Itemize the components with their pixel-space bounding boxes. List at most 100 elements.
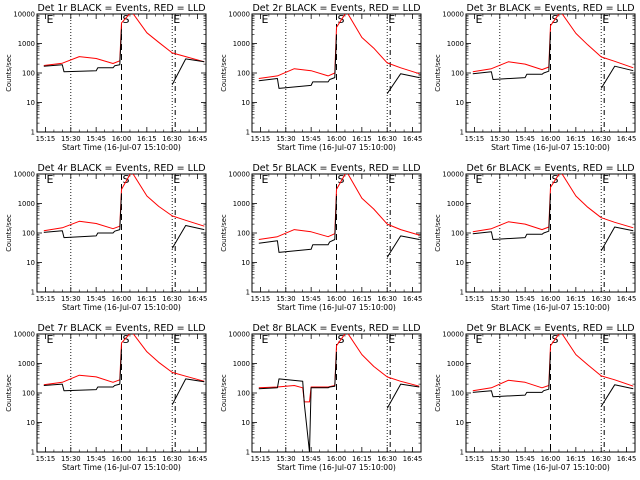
x-tick-label: 16:30 bbox=[591, 455, 611, 463]
x-tick-label: 15:15 bbox=[251, 455, 271, 463]
series-group bbox=[43, 14, 205, 85]
y-axis-label: Counts/sec bbox=[220, 54, 228, 92]
lld-series-line bbox=[258, 174, 420, 240]
panel-1: Det 1r BLACK = Events, RED = LLD 1 10 100 10… bbox=[5, 3, 207, 152]
x-tick-label: 16:15 bbox=[352, 455, 372, 463]
panel-title: Det 9r BLACK = Events, RED = LLD bbox=[466, 323, 634, 334]
x-tick-label: 16:00 bbox=[541, 295, 561, 303]
event-marker-s: S bbox=[123, 173, 130, 186]
x-tick-label: 15:45 bbox=[86, 135, 106, 143]
y-tick-label: 1 bbox=[31, 128, 35, 136]
panel-5: Det 5r BLACK = Events, RED = LLD 1 10 100 10… bbox=[220, 163, 422, 312]
x-tick-label: 16:15 bbox=[566, 135, 586, 143]
y-tick-label: 1 bbox=[31, 288, 35, 296]
event-marker-e: E bbox=[173, 333, 180, 346]
y-tick-label: 1000 bbox=[18, 200, 35, 208]
x-axis-label: Start Time (16-Jul-07 15:10:00) bbox=[62, 143, 181, 152]
x-tick-label: 15:45 bbox=[86, 295, 106, 303]
y-tick-label: 1000 bbox=[447, 360, 464, 368]
y-tick-label: 10000 bbox=[442, 10, 464, 18]
series-group bbox=[258, 334, 420, 452]
y-tick-label: 1 bbox=[460, 448, 464, 456]
y-tick-label: 10 bbox=[455, 99, 464, 107]
events-series-line bbox=[43, 29, 205, 85]
x-tick-label: 16:45 bbox=[617, 135, 637, 143]
x-tick-label: 15:30 bbox=[276, 295, 296, 303]
x-tick-label: 15:15 bbox=[465, 135, 485, 143]
y-axis-label: Counts/sec bbox=[434, 214, 442, 252]
event-marker-e: E bbox=[261, 333, 268, 346]
panel-8: Det 8r BLACK = Events, RED = LLD 1 10 100 10… bbox=[220, 323, 422, 472]
x-tick-label: 16:45 bbox=[617, 455, 637, 463]
y-tick-label: 10 bbox=[26, 99, 35, 107]
panel-6: Det 6r BLACK = Events, RED = LLD 1 10 100 10… bbox=[434, 163, 636, 312]
y-tick-label: 1 bbox=[460, 128, 464, 136]
lld-series-line bbox=[258, 334, 420, 403]
y-tick-label: 10 bbox=[241, 419, 250, 427]
x-tick-label: 16:30 bbox=[591, 295, 611, 303]
event-marker-s: S bbox=[338, 173, 345, 186]
x-tick-label: 16:45 bbox=[403, 295, 423, 303]
x-tick-label: 16:45 bbox=[188, 455, 208, 463]
x-tick-label: 15:30 bbox=[490, 455, 510, 463]
x-tick-label: 16:15 bbox=[137, 295, 157, 303]
x-tick-label: 16:30 bbox=[377, 455, 397, 463]
y-tick-label: 100 bbox=[237, 69, 250, 77]
events-series-line bbox=[258, 351, 420, 452]
y-tick-label: 100 bbox=[22, 69, 35, 77]
y-tick-label: 1000 bbox=[233, 40, 250, 48]
x-tick-label: 15:45 bbox=[301, 295, 321, 303]
x-tick-label: 15:15 bbox=[36, 135, 56, 143]
panel-title: Det 3r BLACK = Events, RED = LLD bbox=[466, 3, 634, 14]
x-tick-label: 16:00 bbox=[327, 295, 347, 303]
event-marker-e: E bbox=[46, 173, 53, 186]
lld-series-line bbox=[472, 14, 634, 73]
x-axis-label: Start Time (16-Jul-07 15:10:00) bbox=[277, 303, 396, 312]
x-tick-label: 16:30 bbox=[591, 135, 611, 143]
y-axis-label: Counts/sec bbox=[220, 374, 228, 412]
x-tick-label: 16:00 bbox=[112, 455, 132, 463]
x-axis-label: Start Time (16-Jul-07 15:10:00) bbox=[62, 303, 181, 312]
y-tick-label: 10000 bbox=[228, 170, 250, 178]
y-tick-label: 10 bbox=[241, 259, 250, 267]
y-tick-label: 100 bbox=[451, 389, 464, 397]
y-tick-label: 10 bbox=[26, 259, 35, 267]
x-tick-label: 16:00 bbox=[327, 135, 347, 143]
event-marker-e: E bbox=[602, 333, 609, 346]
events-series-line bbox=[43, 193, 205, 249]
x-tick-label: 16:45 bbox=[617, 295, 637, 303]
lld-series-line bbox=[43, 334, 205, 386]
lld-series-line bbox=[472, 334, 634, 392]
x-tick-label: 16:15 bbox=[352, 295, 372, 303]
panel-title: Det 1r BLACK = Events, RED = LLD bbox=[37, 3, 205, 14]
x-tick-label: 15:15 bbox=[251, 295, 271, 303]
event-marker-e: E bbox=[173, 13, 180, 26]
panel-title: Det 8r BLACK = Events, RED = LLD bbox=[252, 323, 420, 334]
y-tick-label: 100 bbox=[237, 389, 250, 397]
x-tick-label: 16:00 bbox=[112, 135, 132, 143]
panel-title: Det 4r BLACK = Events, RED = LLD bbox=[37, 163, 205, 174]
event-marker-e: E bbox=[602, 13, 609, 26]
series-group bbox=[258, 174, 420, 258]
event-marker-e: E bbox=[261, 13, 268, 26]
x-tick-label: 16:00 bbox=[327, 455, 347, 463]
series-group bbox=[472, 14, 634, 89]
x-tick-label: 16:00 bbox=[541, 455, 561, 463]
events-series-line bbox=[43, 349, 205, 405]
x-tick-label: 15:45 bbox=[86, 455, 106, 463]
y-tick-label: 1000 bbox=[18, 40, 35, 48]
y-tick-label: 10000 bbox=[13, 330, 35, 338]
event-marker-e: E bbox=[388, 173, 395, 186]
x-tick-label: 15:15 bbox=[36, 455, 56, 463]
y-tick-label: 100 bbox=[451, 229, 464, 237]
y-tick-label: 10 bbox=[455, 259, 464, 267]
y-axis-label: Counts/sec bbox=[5, 54, 13, 92]
panel-4: Det 4r BLACK = Events, RED = LLD 1 10 100 10… bbox=[5, 163, 207, 312]
y-tick-label: 10000 bbox=[228, 10, 250, 18]
x-tick-label: 15:15 bbox=[465, 295, 485, 303]
events-series-line bbox=[258, 195, 420, 258]
series-group bbox=[258, 14, 420, 94]
lld-series-line bbox=[43, 14, 205, 66]
event-marker-e: E bbox=[261, 173, 268, 186]
